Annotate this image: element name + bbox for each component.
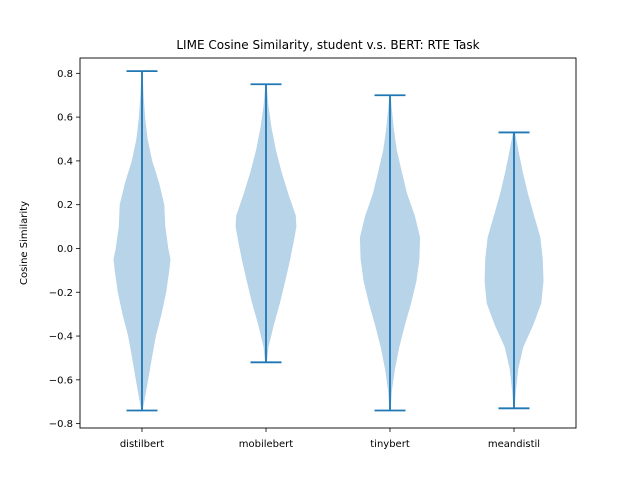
y-tick-label: −0.6	[49, 375, 73, 386]
x-tick-label: meandistil	[488, 439, 540, 450]
ticks-group: distilbert mobilebert tinybert meandistil −0…	[49, 69, 540, 450]
y-tick-label: 0.4	[57, 156, 73, 167]
x-tick-label: mobilebert	[239, 439, 294, 450]
chart-title: LIME Cosine Similarity, student v.s. BER…	[176, 38, 479, 52]
y-tick-label: 0.6	[57, 113, 73, 124]
y-tick-label: −0.4	[49, 332, 73, 343]
y-tick-label: 0.2	[57, 200, 73, 211]
y-tick-label: 0.8	[57, 69, 73, 80]
x-tick-label: distilbert	[120, 439, 164, 450]
x-tick-label: tinybert	[370, 439, 410, 450]
violins-group	[113, 70, 544, 412]
y-tick-label: −0.2	[49, 288, 73, 299]
plot-frame	[79, 57, 577, 429]
y-tick-label: 0.0	[57, 244, 73, 255]
y-tick-label: −0.8	[49, 419, 73, 430]
y-axis-label: Cosine Similarity	[19, 201, 30, 285]
